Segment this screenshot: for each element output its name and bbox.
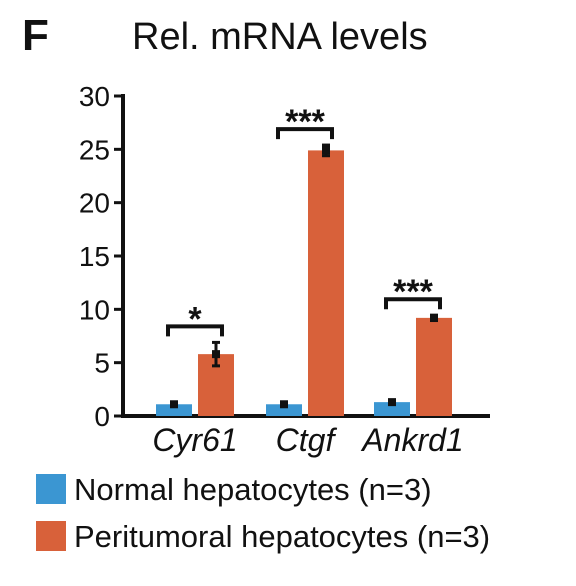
y-tick-label-10: 10 — [79, 294, 110, 325]
y-tick-label-25: 25 — [79, 134, 110, 165]
y-tick-label-0: 0 — [94, 401, 110, 432]
significance-label-cyr61: * — [188, 300, 202, 338]
mean-marker-ankrd1-series0 — [388, 398, 396, 407]
significance-bracket-ctgf — [276, 127, 334, 140]
mean-marker-ctgf-series1 — [322, 146, 330, 155]
bar-cyr61-series0 — [156, 404, 192, 416]
y-tick-label-20: 20 — [79, 188, 110, 219]
legend-swatch-peritumoral — [36, 521, 66, 551]
y-tick-label-30: 30 — [79, 81, 110, 112]
y-tick-label-15: 15 — [79, 241, 110, 272]
significance-label-ctgf: *** — [285, 103, 325, 141]
bar-ankrd1-series1 — [416, 317, 452, 416]
chart-title: Rel. mRNA levels — [132, 16, 428, 58]
bar-ctgf-series1 — [308, 150, 344, 416]
mean-marker-cyr61-series0 — [170, 400, 178, 409]
y-tick-label-5: 5 — [94, 348, 110, 379]
significance-bracket-ankrd1 — [384, 297, 442, 310]
mean-marker-ctgf-series0 — [280, 400, 288, 409]
significance-label-ankrd1: *** — [393, 273, 433, 311]
x-category-label-ankrd1: Ankrd1 — [360, 422, 463, 458]
x-category-label-ctgf: Ctgf — [276, 422, 338, 458]
panel-letter: F — [22, 11, 49, 60]
legend-swatch-normal — [36, 474, 66, 504]
bar-chart: 0 5 10 15 20 25 30 * Cyr61 *** Ctgf *** Ankrd1 — [79, 81, 490, 458]
legend-label-peritumoral: Peritumoral hepatocytes (n=3) — [74, 519, 491, 554]
bar-ctgf-series0 — [266, 404, 302, 416]
significance-bracket-cyr61 — [166, 324, 224, 337]
legend-label-normal: Normal hepatocytes (n=3) — [74, 472, 432, 507]
bar-ankrd1-series0 — [374, 402, 410, 416]
legend-item-normal: Normal hepatocytes (n=3) — [36, 474, 432, 505]
mean-marker-ankrd1-series1 — [430, 313, 438, 322]
mean-marker-cyr61-series1 — [212, 350, 220, 359]
legend-item-peritumoral: Peritumoral hepatocytes (n=3) — [36, 521, 490, 552]
x-category-label-cyr61: Cyr61 — [152, 422, 237, 458]
